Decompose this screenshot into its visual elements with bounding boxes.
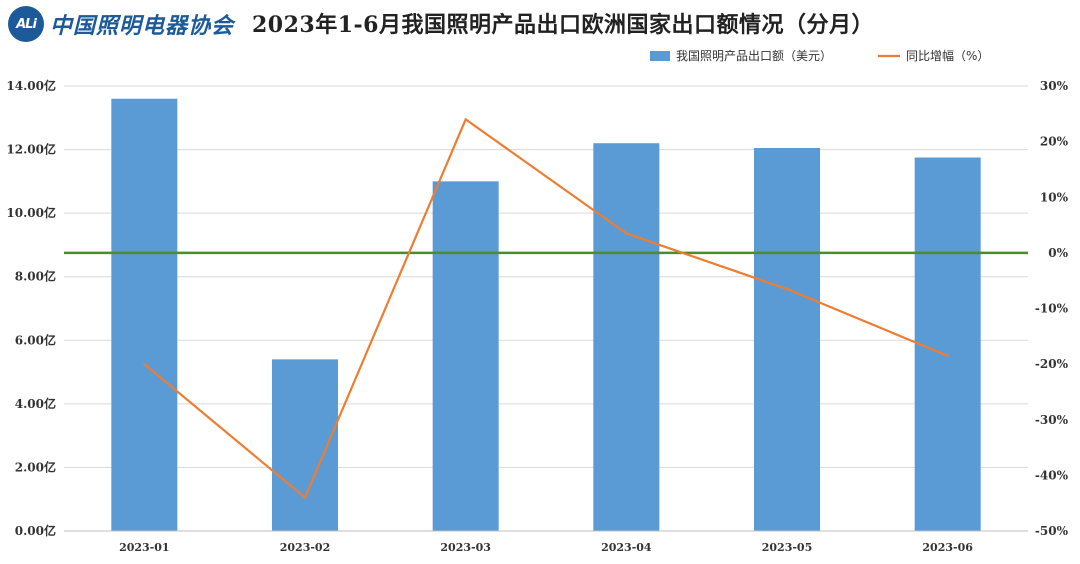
- bar: [111, 98, 178, 531]
- right-tick-label: 30%: [1040, 79, 1069, 93]
- right-tick-label: -10%: [1035, 302, 1069, 316]
- line-point: [303, 496, 307, 499]
- line-point: [143, 362, 146, 366]
- left-tick-label: 6.00亿: [15, 332, 56, 347]
- left-tick-label: 4.00亿: [15, 396, 56, 411]
- growth-line: [143, 118, 949, 499]
- left-axis: 0.00亿 2.00亿 4.00亿 6.00亿 8.00亿 10.00亿 12.00亿 14.…: [6, 78, 56, 538]
- x-tick-label: 2023-05: [762, 541, 813, 554]
- bar: [754, 147, 820, 531]
- right-tick-label: -50%: [1035, 524, 1069, 538]
- legend: 我国照明产品出口额（美元） 同比增幅（%）: [650, 48, 989, 63]
- legend-bar-swatch: [650, 51, 670, 61]
- logo-text: 中国照明电器协会: [50, 13, 235, 39]
- x-tick-label: 2023-01: [119, 541, 170, 554]
- right-tick-label: 0%: [1048, 246, 1068, 260]
- chart-header: ALi 中国照明电器协会 2023年1-6月我国照明产品出口欧洲国家出口额情况（…: [0, 0, 1080, 48]
- left-tick-label: 10.00亿: [6, 205, 56, 220]
- logo-mark-icon: ALi: [8, 6, 44, 42]
- bar: [914, 157, 981, 531]
- association-logo: ALi 中国照明电器协会: [8, 6, 234, 42]
- right-tick-label: -40%: [1035, 468, 1069, 482]
- grid-lines: [64, 85, 1028, 532]
- chart-title: 2023年1-6月我国照明产品出口欧洲国家出口额情况（分月）: [252, 12, 874, 38]
- legend-line-label: 同比增幅（%）: [906, 48, 989, 63]
- right-tick-label: -20%: [1035, 357, 1069, 371]
- bar: [593, 143, 660, 531]
- right-tick-label: 10%: [1040, 190, 1069, 204]
- left-tick-label: 14.00亿: [6, 78, 56, 93]
- right-tick-label: 20%: [1040, 135, 1069, 149]
- x-tick-label: 2023-06: [922, 541, 973, 554]
- right-tick-label: -30%: [1035, 413, 1069, 427]
- left-tick-label: 0.00亿: [15, 523, 56, 538]
- legend-bar-label: 我国照明产品出口额（美元）: [676, 49, 832, 63]
- bar: [432, 181, 499, 531]
- line-point: [625, 232, 628, 235]
- right-axis: -50% -40% -30% -20% -10% 0% 10% 20% 30%: [1035, 79, 1069, 538]
- x-tick-label: 2023-04: [601, 541, 652, 554]
- left-tick-label: 12.00亿: [6, 142, 56, 157]
- line-point: [464, 118, 467, 121]
- bar-series: [111, 98, 981, 531]
- line-point: [946, 354, 949, 357]
- x-axis: 2023-01 2023-02 2023-03 2023-04 2023-05 2023-…: [64, 530, 1028, 554]
- line-point: [785, 287, 789, 291]
- left-tick-label: 8.00亿: [15, 269, 56, 284]
- x-tick-label: 2023-03: [440, 541, 491, 554]
- x-tick-label: 2023-02: [280, 541, 331, 554]
- left-tick-label: 2.00亿: [15, 459, 56, 474]
- line-series: [143, 118, 949, 499]
